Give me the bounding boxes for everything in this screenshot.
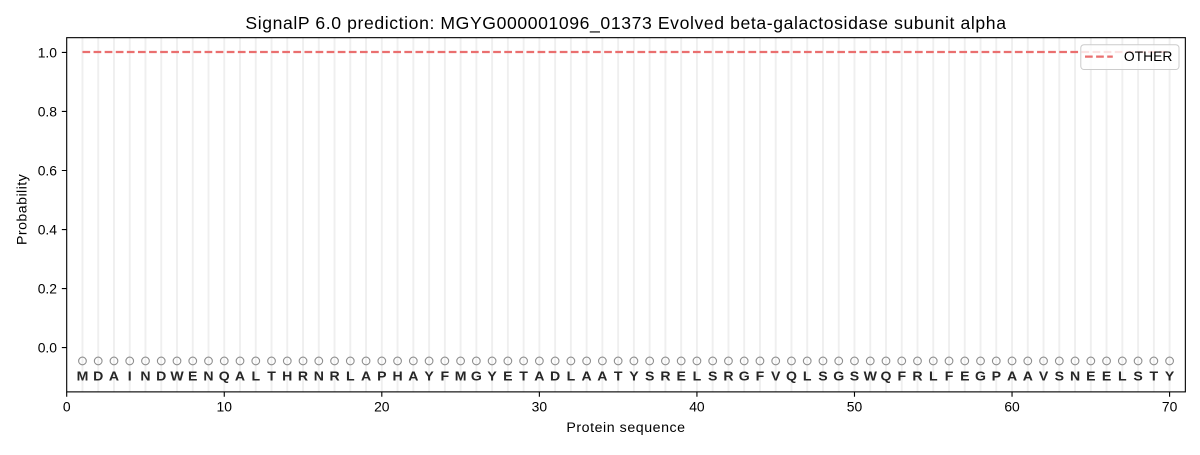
- svg-text:0.8: 0.8: [38, 103, 58, 119]
- svg-text:20: 20: [374, 399, 390, 415]
- svg-text:R: R: [329, 369, 340, 383]
- svg-text:F: F: [756, 369, 765, 383]
- svg-text:E: E: [960, 369, 969, 383]
- svg-text:0.6: 0.6: [38, 162, 58, 178]
- svg-text:A: A: [597, 369, 608, 383]
- svg-text:G: G: [833, 369, 844, 383]
- svg-text:F: F: [945, 369, 954, 383]
- svg-text:T: T: [614, 369, 623, 383]
- svg-text:40: 40: [689, 399, 705, 415]
- svg-text:Protein sequence: Protein sequence: [566, 420, 685, 436]
- svg-text:10: 10: [217, 399, 233, 415]
- svg-text:70: 70: [1162, 399, 1178, 415]
- svg-text:H: H: [392, 369, 402, 383]
- svg-text:60: 60: [1004, 399, 1020, 415]
- svg-text:S: S: [850, 369, 859, 383]
- svg-text:50: 50: [847, 399, 863, 415]
- svg-text:S: S: [1133, 369, 1142, 383]
- svg-text:L: L: [1118, 369, 1127, 383]
- svg-text:L: L: [567, 369, 576, 383]
- svg-text:E: E: [1102, 369, 1111, 383]
- svg-text:R: R: [298, 369, 309, 383]
- svg-text:Q: Q: [219, 369, 230, 383]
- svg-text:Q: Q: [881, 369, 892, 383]
- svg-text:N: N: [314, 369, 324, 383]
- svg-text:A: A: [1007, 369, 1018, 383]
- svg-text:E: E: [503, 369, 512, 383]
- svg-text:N: N: [203, 369, 213, 383]
- svg-text:SignalP 6.0 prediction: MGYG00: SignalP 6.0 prediction: MGYG000001096_01…: [245, 13, 1006, 34]
- svg-text:R: R: [912, 369, 923, 383]
- svg-text:E: E: [1086, 369, 1095, 383]
- svg-text:Y: Y: [1165, 369, 1174, 383]
- svg-text:E: E: [188, 369, 197, 383]
- svg-text:R: R: [723, 369, 734, 383]
- svg-text:N: N: [1070, 369, 1080, 383]
- svg-text:A: A: [408, 369, 419, 383]
- svg-text:A: A: [361, 369, 372, 383]
- svg-text:D: D: [550, 369, 561, 383]
- svg-text:R: R: [660, 369, 671, 383]
- svg-text:S: S: [708, 369, 717, 383]
- svg-text:L: L: [346, 369, 355, 383]
- svg-text:Q: Q: [786, 369, 797, 383]
- svg-text:S: S: [818, 369, 827, 383]
- svg-text:L: L: [929, 369, 938, 383]
- svg-text:V: V: [1039, 369, 1048, 383]
- svg-text:G: G: [471, 369, 482, 383]
- svg-text:T: T: [519, 369, 528, 383]
- svg-text:A: A: [235, 369, 246, 383]
- svg-text:P: P: [992, 369, 1001, 383]
- svg-text:W: W: [170, 369, 184, 383]
- svg-text:H: H: [282, 369, 292, 383]
- svg-text:A: A: [1023, 369, 1034, 383]
- svg-text:F: F: [441, 369, 450, 383]
- svg-text:A: A: [582, 369, 593, 383]
- svg-text:OTHER: OTHER: [1124, 48, 1173, 64]
- svg-text:T: T: [267, 369, 276, 383]
- svg-text:F: F: [897, 369, 906, 383]
- svg-text:D: D: [156, 369, 167, 383]
- svg-text:Y: Y: [424, 369, 433, 383]
- svg-text:Y: Y: [487, 369, 496, 383]
- svg-text:0.0: 0.0: [38, 340, 58, 356]
- svg-text:Probability: Probability: [15, 173, 31, 245]
- svg-text:S: S: [645, 369, 654, 383]
- svg-text:S: S: [1055, 369, 1064, 383]
- svg-text:Y: Y: [629, 369, 638, 383]
- svg-text:A: A: [109, 369, 120, 383]
- svg-text:A: A: [534, 369, 545, 383]
- svg-text:M: M: [77, 369, 89, 383]
- svg-text:0.4: 0.4: [38, 221, 58, 237]
- svg-text:N: N: [140, 369, 150, 383]
- svg-text:L: L: [251, 369, 260, 383]
- svg-text:1.0: 1.0: [38, 44, 58, 60]
- svg-text:M: M: [455, 369, 467, 383]
- svg-text:L: L: [803, 369, 812, 383]
- svg-text:30: 30: [532, 399, 548, 415]
- svg-text:L: L: [693, 369, 702, 383]
- svg-text:I: I: [128, 369, 132, 383]
- svg-text:0: 0: [63, 399, 71, 415]
- svg-text:P: P: [377, 369, 386, 383]
- svg-text:E: E: [676, 369, 685, 383]
- svg-text:G: G: [739, 369, 750, 383]
- svg-text:W: W: [864, 369, 878, 383]
- svg-text:V: V: [771, 369, 780, 383]
- svg-text:G: G: [975, 369, 986, 383]
- svg-text:T: T: [1150, 369, 1159, 383]
- svg-text:0.2: 0.2: [38, 281, 58, 297]
- svg-text:D: D: [93, 369, 104, 383]
